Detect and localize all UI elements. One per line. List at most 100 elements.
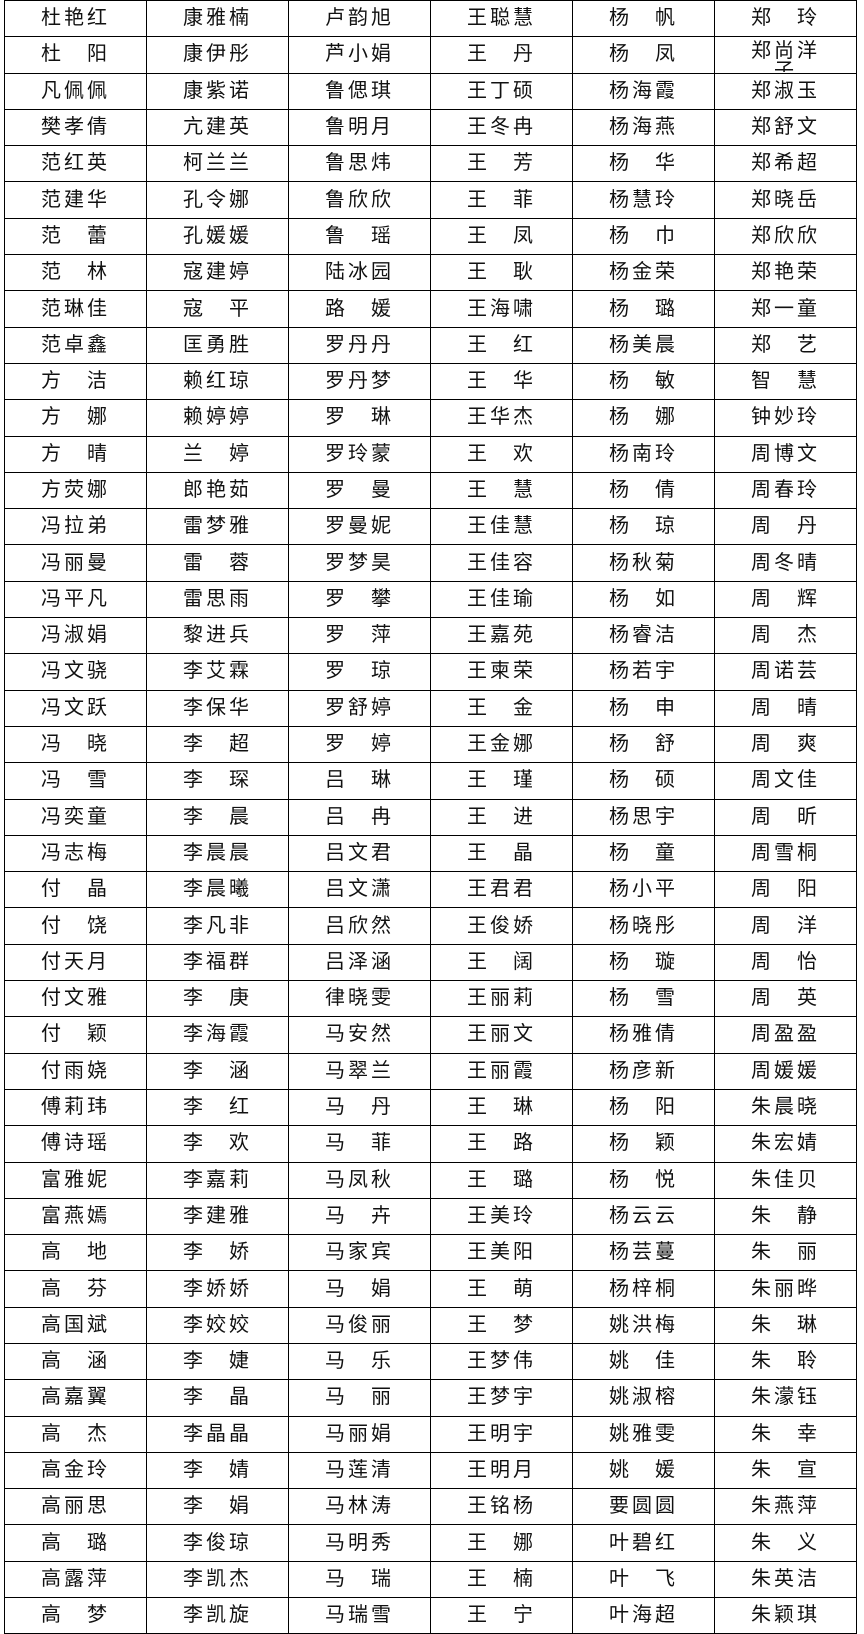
name-text: 李 娟 xyxy=(183,1495,252,1518)
table-cell: 郑淑玉 xyxy=(714,72,857,110)
name-text: 马翠兰 xyxy=(325,1059,394,1082)
name-text: 康雅楠 xyxy=(183,7,252,30)
name-text: 智 慧 xyxy=(751,370,820,393)
name-text: 王梦宇 xyxy=(467,1386,536,1409)
name-text: 李晶晶 xyxy=(183,1422,252,1445)
name-text: 朱 聆 xyxy=(751,1350,820,1373)
name-text: 李 晶 xyxy=(183,1386,252,1409)
table-cell: 朱 琳 xyxy=(714,1306,857,1344)
table-cell: 寇建婷 xyxy=(146,254,289,292)
name-text: 李 庚 xyxy=(183,987,252,1010)
table-cell: 吕 冉 xyxy=(288,798,431,836)
table-cell: 芦小娟 xyxy=(288,36,431,74)
name-text: 凡佩佩 xyxy=(41,79,110,102)
table-cell: 杨梓桐 xyxy=(572,1270,715,1308)
name-text: 李凯杰 xyxy=(183,1567,252,1590)
name-text: 高 璐 xyxy=(41,1531,110,1554)
name-text: 康紫诺 xyxy=(183,79,252,102)
table-cell: 李嘉莉 xyxy=(146,1161,289,1199)
name-text: 郑艳荣 xyxy=(751,261,820,284)
name-text: 杨 敏 xyxy=(609,370,678,393)
table-cell: 周冬晴 xyxy=(714,544,857,582)
table-cell: 郎艳茹 xyxy=(146,471,289,510)
table-cell: 杨海燕 xyxy=(572,108,715,147)
table-cell: 王聪慧 xyxy=(430,0,573,38)
table-cell: 周 阳 xyxy=(714,871,857,909)
table-row: 范建华 孔令娜 鲁欣欣 王 菲 杨慧玲 郑晓岳 xyxy=(4,181,857,219)
name-text: 王君君 xyxy=(467,878,536,901)
table-cell: 朱 幸 xyxy=(714,1415,857,1453)
name-text: 杨秋菊 xyxy=(609,551,678,574)
name-text: 马明秀 xyxy=(325,1531,394,1554)
table-row: 范 蕾 孔媛媛 鲁 瑶 王 凤 杨 巾 郑欣欣 xyxy=(4,217,857,256)
name-text: 杨 娜 xyxy=(609,406,678,429)
name-text: 杜艳红 xyxy=(41,7,110,30)
table-cell: 周 怡 xyxy=(714,943,857,982)
table-cell: 高国斌 xyxy=(4,1306,147,1344)
name-text: 吕文潇 xyxy=(325,878,394,901)
name-text: 王 欢 xyxy=(467,442,536,465)
table-cell: 冯平凡 xyxy=(4,580,147,619)
table-cell: 杨 申 xyxy=(572,689,715,727)
table-cell: 王丽文 xyxy=(430,1016,573,1054)
table-cell: 王 楠 xyxy=(430,1560,573,1599)
name-text: 范琳佳 xyxy=(41,297,110,320)
name-text: 王 路 xyxy=(467,1132,536,1155)
table-cell: 姚洪梅 xyxy=(572,1306,715,1344)
name-text: 罗 琼 xyxy=(325,660,394,683)
table-cell: 马俊丽 xyxy=(288,1306,431,1344)
name-text: 罗玲蒙 xyxy=(325,442,394,465)
table-cell: 王 璐 xyxy=(430,1161,573,1199)
table-cell: 李晶晶 xyxy=(146,1415,289,1453)
name-text: 罗曼妮 xyxy=(325,515,394,538)
table-cell: 王海啸 xyxy=(430,290,573,328)
table-row: 方 洁 赖红琼 罗丹梦 王 华 杨 敏 智 慧 xyxy=(4,362,857,401)
name-text: 郎艳茹 xyxy=(183,479,252,501)
table-cell: 王美玲 xyxy=(430,1197,573,1236)
table-cell: 王梦宇 xyxy=(430,1379,573,1417)
table-cell: 周媛媛 xyxy=(714,1052,857,1090)
name-text: 雷 蓉 xyxy=(183,551,252,574)
table-cell: 吕欣然 xyxy=(288,907,431,945)
table-cell: 高嘉翼 xyxy=(4,1379,147,1417)
table-cell: 高丽思 xyxy=(4,1488,147,1526)
name-text: 李 涵 xyxy=(183,1059,252,1082)
table-cell: 李 婧 xyxy=(146,1451,289,1490)
table-cell: 姚淑榕 xyxy=(572,1379,715,1417)
name-text: 杨小平 xyxy=(609,878,678,901)
table-cell: 付天月 xyxy=(4,943,147,982)
name-text: 朱 宣 xyxy=(751,1459,820,1482)
table-row: 付 颖 李海霞 马安然 王丽文 杨雅倩 周盈盈 xyxy=(4,1016,857,1054)
table-cell: 杨慧玲 xyxy=(572,181,715,219)
table-cell: 鲁偲琪 xyxy=(288,72,431,110)
table-row: 高 璐 李俊琼 马明秀 王 娜 叶碧红 朱 义 xyxy=(4,1524,857,1562)
name-text: 马 菲 xyxy=(325,1132,394,1155)
table-cell: 马凤秋 xyxy=(288,1161,431,1199)
table-cell: 朱 丽 xyxy=(714,1234,857,1272)
name-text: 王海啸 xyxy=(467,297,536,320)
name-text: 王 瑾 xyxy=(467,769,536,792)
table-row: 高 地 李 娇 马家宾 王美阳 杨芸蔓 朱 丽 xyxy=(4,1234,857,1272)
table-cell: 付文雅 xyxy=(4,980,147,1018)
table-cell: 范 林 xyxy=(4,254,147,292)
name-text: 高丽思 xyxy=(41,1495,110,1518)
table-cell: 冯 晓 xyxy=(4,725,147,764)
name-text: 李 婕 xyxy=(183,1350,252,1373)
name-text: 王 红 xyxy=(467,333,536,356)
table-cell: 王 晶 xyxy=(430,834,573,873)
table-cell: 范琳佳 xyxy=(4,290,147,328)
table-cell: 郑 玲 xyxy=(714,0,857,38)
table-row: 冯平凡 雷思雨 罗 攀 王佳瑜 杨 如 周 辉 xyxy=(4,580,857,619)
name-text: 方荧娜 xyxy=(41,479,110,501)
table-cell: 马安然 xyxy=(288,1016,431,1054)
name-text: 杨彦新 xyxy=(609,1059,678,1082)
name-text: 王 琳 xyxy=(467,1096,536,1119)
name-text: 杨南玲 xyxy=(609,442,678,465)
name-text: 马林涛 xyxy=(325,1495,394,1518)
table-cell: 周 英 xyxy=(714,980,857,1018)
name-text: 马 卉 xyxy=(325,1204,394,1227)
name-text: 冯文骁 xyxy=(41,660,110,683)
name-text: 李凯旋 xyxy=(183,1604,252,1627)
table-cell: 李海霞 xyxy=(146,1016,289,1054)
name-text: 马 丹 xyxy=(325,1096,394,1119)
